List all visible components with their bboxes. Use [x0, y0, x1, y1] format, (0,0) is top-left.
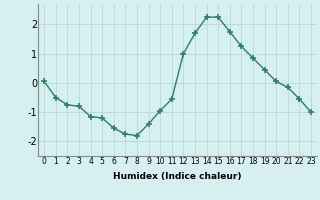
X-axis label: Humidex (Indice chaleur): Humidex (Indice chaleur) [113, 172, 242, 181]
